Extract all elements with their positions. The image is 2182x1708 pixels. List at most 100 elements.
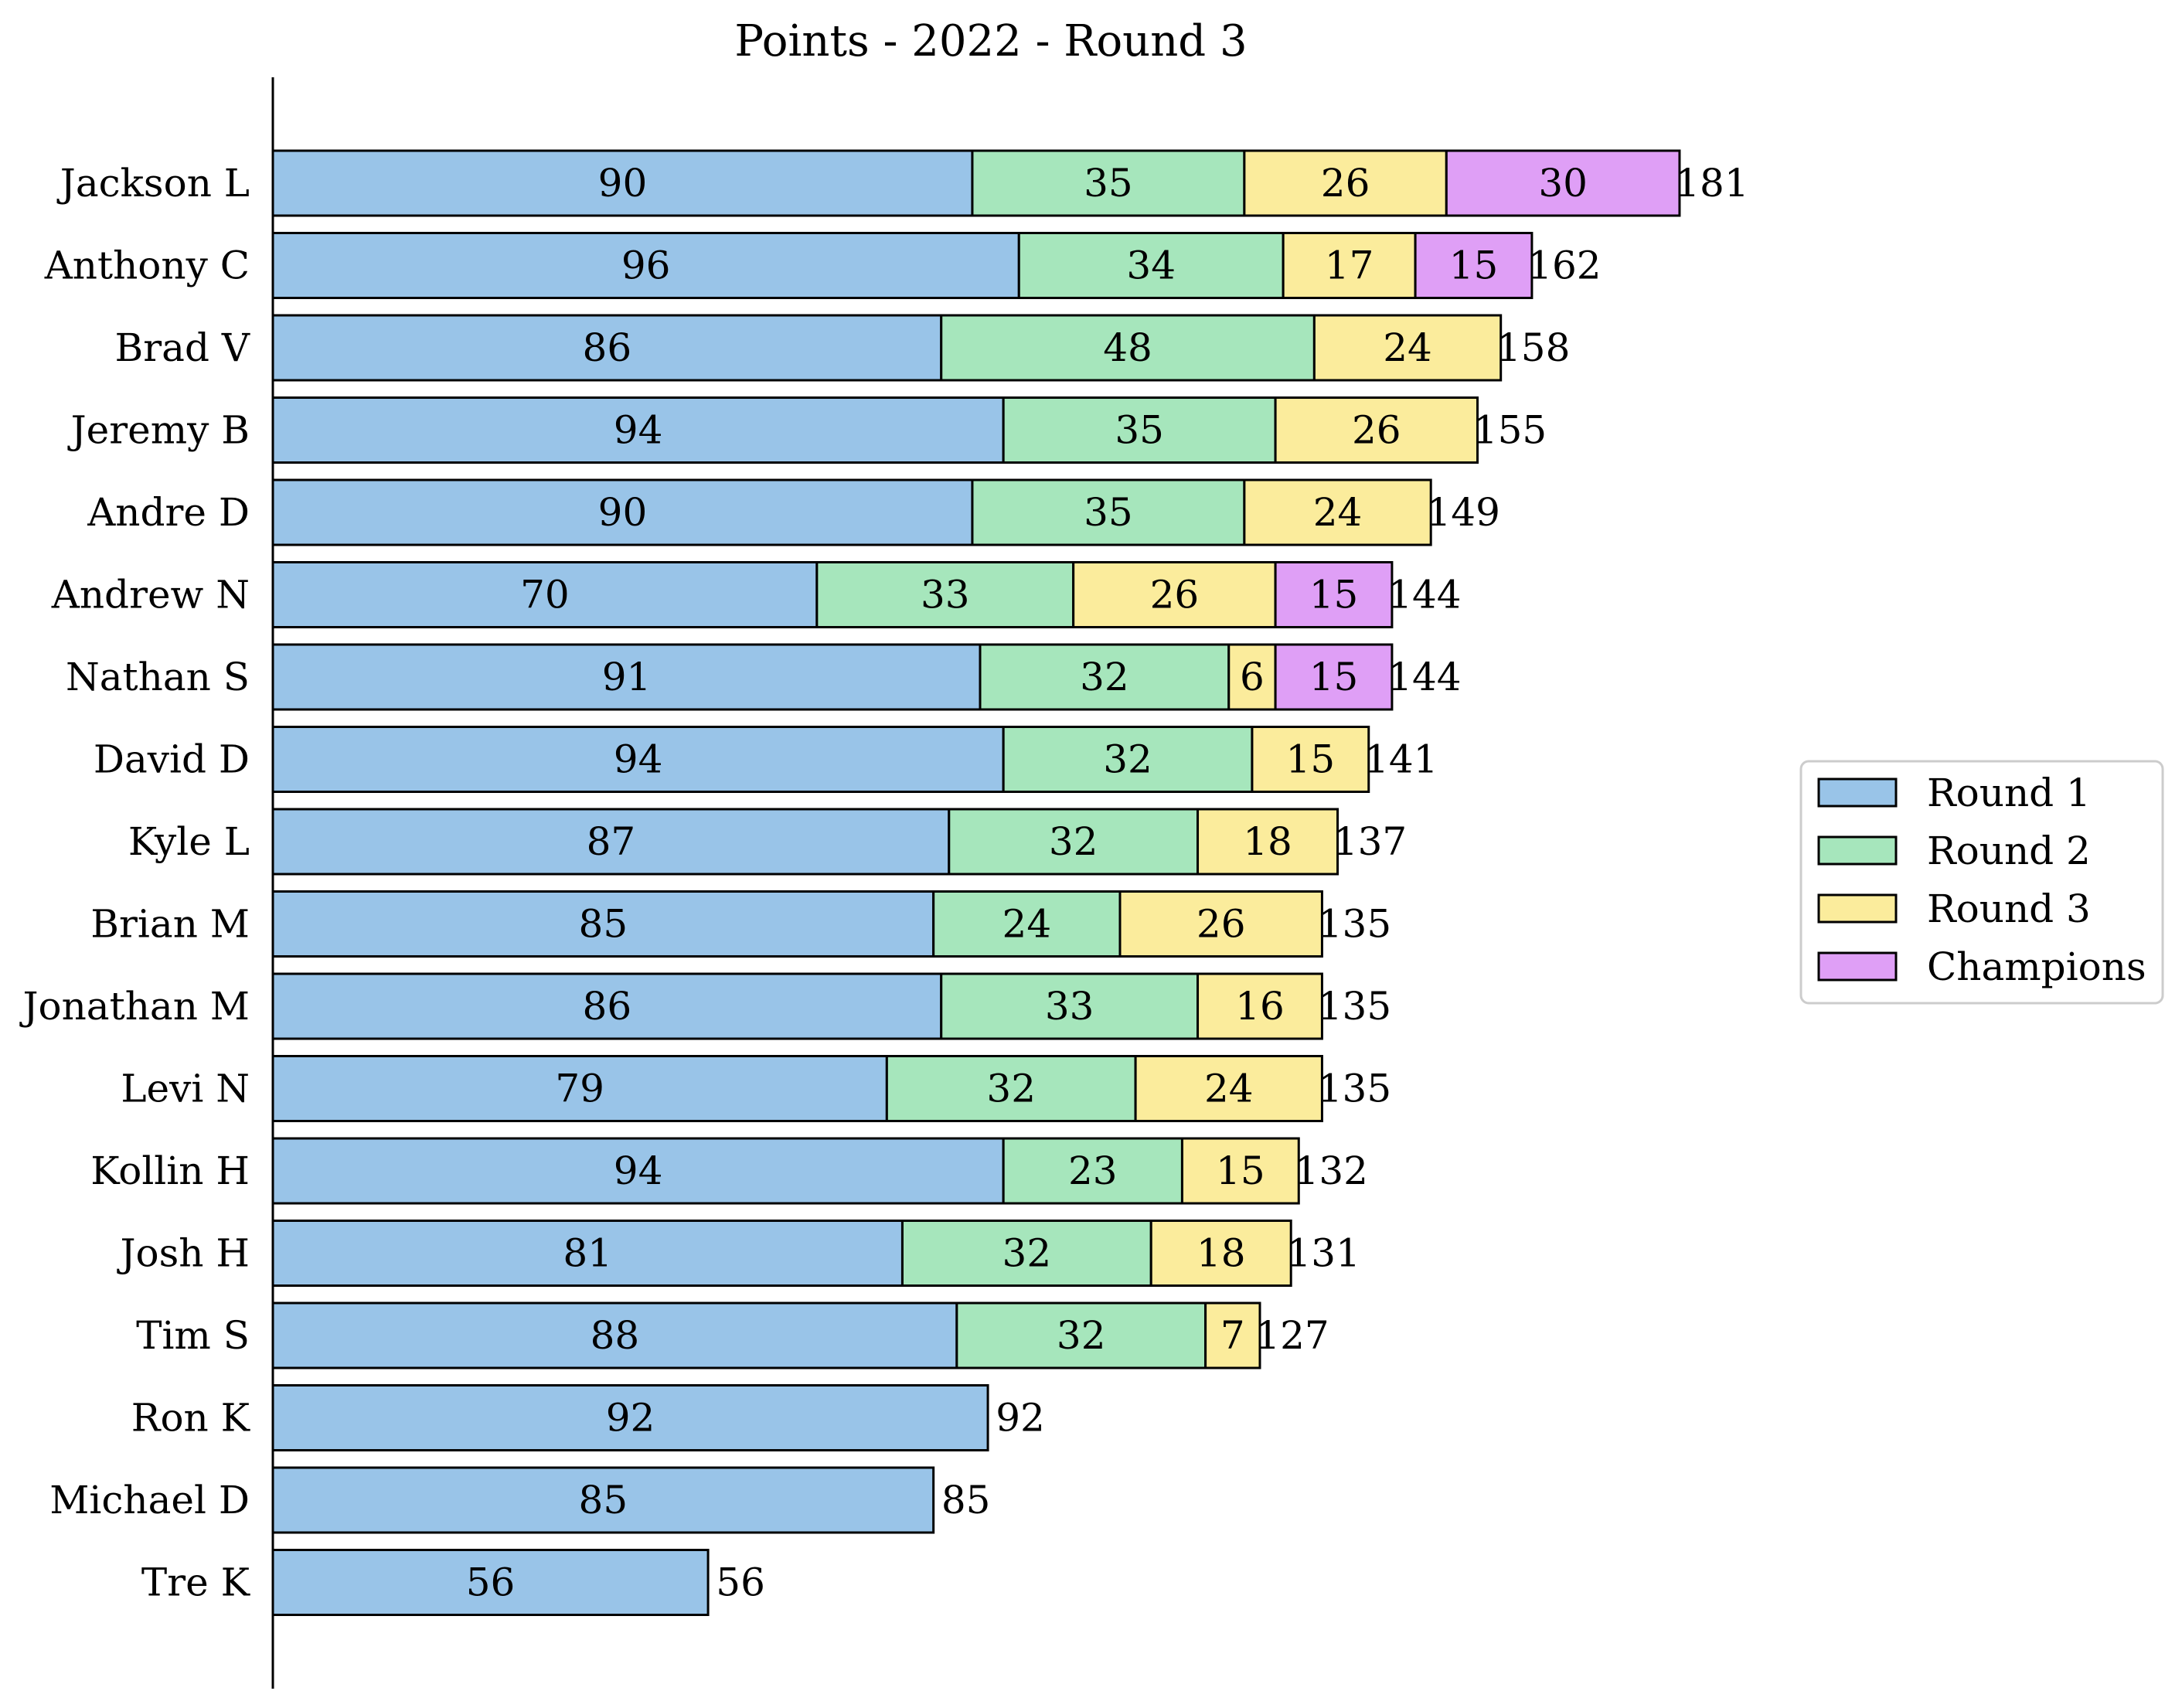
total-label-tim-s: 127 bbox=[1255, 1313, 1329, 1358]
bar-david-d-round-3 bbox=[1251, 726, 1370, 793]
total-label-nathan-s: 144 bbox=[1387, 655, 1461, 699]
segment-value-label: 85 bbox=[579, 902, 628, 947]
legend-label-round-3: Round 3 bbox=[1927, 886, 2091, 931]
bar-andrew-n-round-2 bbox=[815, 561, 1075, 628]
total-label-brad-v: 158 bbox=[1496, 325, 1570, 370]
legend-frame bbox=[1799, 760, 2164, 1005]
category-label-kollin-h: Kollin H bbox=[90, 1148, 250, 1193]
segment-value-label: 85 bbox=[579, 1478, 628, 1523]
bar-levi-n-round-1 bbox=[271, 1055, 888, 1122]
total-label-andre-d: 149 bbox=[1426, 490, 1499, 535]
bar-tre-k-round-1 bbox=[271, 1549, 710, 1616]
bar-kollin-h-round-3 bbox=[1180, 1137, 1300, 1205]
segment-value-label: 32 bbox=[986, 1067, 1036, 1111]
category-label-nathan-s: Nathan S bbox=[66, 655, 250, 699]
segment-value-label: 26 bbox=[1352, 408, 1401, 453]
segment-value-label: 6 bbox=[1240, 655, 1265, 699]
category-label-josh-h: Josh H bbox=[116, 1231, 250, 1276]
total-labels: 181 162 158 155 149 144 144 141 137 135 135 135 132 1… bbox=[716, 161, 1748, 1605]
bar-brian-m-round-2 bbox=[932, 890, 1122, 958]
segment-value-label: 7 bbox=[1220, 1313, 1245, 1358]
total-label-michael-d: 85 bbox=[941, 1478, 991, 1523]
bar-jeremy-b-round-2 bbox=[1002, 396, 1277, 464]
bar-andre-d-round-2 bbox=[971, 478, 1246, 546]
segment-value-label: 24 bbox=[1313, 490, 1363, 535]
total-label-ron-k: 92 bbox=[996, 1396, 1045, 1441]
segment-value-label: 86 bbox=[583, 325, 632, 370]
segment-value-label: 35 bbox=[1084, 490, 1133, 535]
segment-value-label: 32 bbox=[1103, 737, 1152, 782]
category-label-michael-d: Michael D bbox=[49, 1478, 250, 1523]
segment-value-label: 79 bbox=[555, 1067, 604, 1111]
total-label-brian-m: 135 bbox=[1318, 902, 1391, 947]
category-label-anthony-c: Anthony C bbox=[44, 243, 250, 288]
bar-jonathan-m-round-3 bbox=[1197, 972, 1323, 1040]
category-label-kyle-l: Kyle L bbox=[128, 819, 250, 864]
bar-levi-n-round-3 bbox=[1134, 1055, 1323, 1122]
legend-swatch-round-2 bbox=[1817, 835, 1898, 866]
segment-value-label: 92 bbox=[606, 1396, 655, 1441]
bar-tim-s-round-1 bbox=[271, 1301, 958, 1369]
total-label-david-d: 141 bbox=[1364, 737, 1438, 782]
segment-value-label: 24 bbox=[1383, 325, 1432, 370]
segment-value-label: 90 bbox=[598, 490, 648, 535]
category-label-ron-k: Ron K bbox=[131, 1396, 251, 1441]
bar-ron-k-round-1 bbox=[271, 1384, 989, 1451]
total-label-tre-k: 56 bbox=[716, 1560, 765, 1605]
legend-swatch-round-3 bbox=[1817, 893, 1898, 924]
legend: Round 1 Round 2 Round 3 Champions bbox=[1799, 760, 2164, 1005]
bar-jackson-l-champions bbox=[1445, 149, 1681, 217]
segment-value-label: 90 bbox=[598, 161, 648, 206]
segment-value-label: 15 bbox=[1216, 1148, 1265, 1193]
category-label-andre-d: Andre D bbox=[87, 490, 250, 535]
segment-value-label: 24 bbox=[1204, 1067, 1254, 1111]
total-label-jackson-l: 181 bbox=[1675, 161, 1748, 206]
bar-andre-d-round-3 bbox=[1243, 478, 1432, 546]
category-label-levi-n: Levi N bbox=[121, 1067, 250, 1111]
segment-value-label: 26 bbox=[1197, 902, 1246, 947]
segment-value-label: 34 bbox=[1126, 243, 1176, 288]
bar-brad-v-round-3 bbox=[1312, 314, 1503, 382]
legend-label-champions: Champions bbox=[1927, 944, 2146, 989]
legend-swatch-champions bbox=[1817, 951, 1898, 982]
segment-value-label: 86 bbox=[583, 984, 632, 1029]
bar-tim-s-round-3 bbox=[1204, 1301, 1261, 1369]
segment-value-label: 91 bbox=[602, 655, 652, 699]
chart-title: Points - 2022 - Round 3 bbox=[734, 16, 1247, 66]
bar-andrew-n-round-1 bbox=[271, 561, 819, 628]
segment-value-label: 18 bbox=[1197, 1231, 1246, 1276]
total-label-kyle-l: 137 bbox=[1333, 819, 1407, 864]
bar-anthony-c-round-2 bbox=[1017, 232, 1285, 299]
category-labels: Jackson L Anthony C Brad V Jeremy B Andre D A… bbox=[19, 161, 250, 1605]
segment-value-label: 15 bbox=[1309, 655, 1359, 699]
bar-tim-s-round-2 bbox=[955, 1301, 1207, 1369]
total-label-anthony-c: 162 bbox=[1527, 243, 1601, 288]
segment-value-label: 15 bbox=[1309, 573, 1359, 618]
total-label-andrew-n: 144 bbox=[1387, 573, 1461, 618]
bar-jonathan-m-round-2 bbox=[940, 972, 1200, 1040]
segment-value-label: 32 bbox=[1057, 1313, 1106, 1358]
segment-value-label: 26 bbox=[1150, 573, 1200, 618]
segment-value-label: 15 bbox=[1449, 243, 1499, 288]
segment-value-label: 33 bbox=[921, 573, 970, 618]
segment-value-label: 87 bbox=[587, 819, 636, 864]
bar-brian-m-round-1 bbox=[271, 890, 935, 958]
segment-value-label: 17 bbox=[1325, 243, 1374, 288]
segment-value-label: 26 bbox=[1321, 161, 1370, 206]
category-label-andrew-n: Andrew N bbox=[51, 573, 250, 618]
bar-david-d-round-2 bbox=[1002, 726, 1254, 793]
bar-kyle-l-round-2 bbox=[948, 808, 1200, 876]
legend-label-round-1: Round 1 bbox=[1927, 771, 2091, 815]
segment-value-label: 32 bbox=[1080, 655, 1129, 699]
bar-jackson-l-round-2 bbox=[971, 149, 1246, 217]
segment-value-label: 88 bbox=[591, 1313, 640, 1358]
bar-jonathan-m-round-1 bbox=[271, 972, 943, 1040]
bar-andrew-n-champions bbox=[1274, 561, 1394, 628]
category-label-brian-m: Brian M bbox=[90, 902, 250, 947]
segment-value-label: 70 bbox=[520, 573, 570, 618]
category-label-brad-v: Brad V bbox=[115, 325, 250, 370]
segment-value-label: 15 bbox=[1286, 737, 1336, 782]
bar-anthony-c-champions bbox=[1414, 232, 1534, 299]
